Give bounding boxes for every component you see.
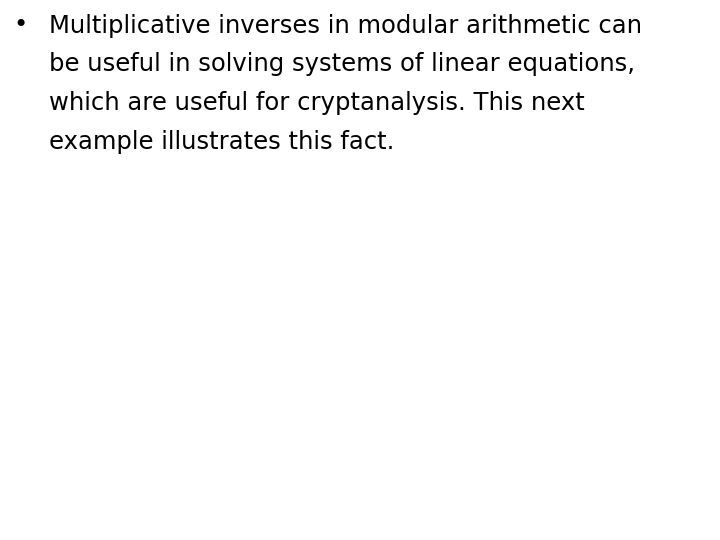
Text: which are useful for cryptanalysis. This next: which are useful for cryptanalysis. This… <box>49 91 585 115</box>
Text: be useful in solving systems of linear equations,: be useful in solving systems of linear e… <box>49 52 635 76</box>
Text: example illustrates this fact.: example illustrates this fact. <box>49 130 395 154</box>
Text: •: • <box>13 14 27 37</box>
Text: Multiplicative inverses in modular arithmetic can: Multiplicative inverses in modular arith… <box>49 14 642 37</box>
